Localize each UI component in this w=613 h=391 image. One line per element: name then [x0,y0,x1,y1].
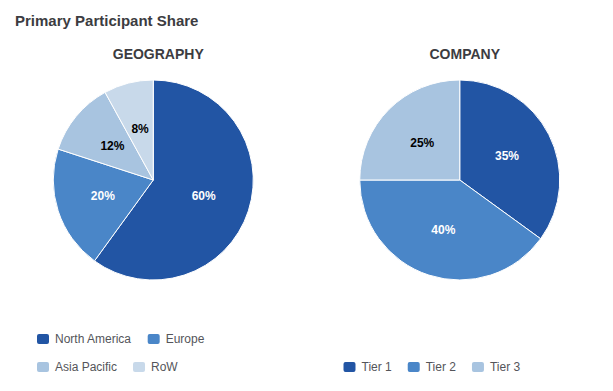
svg-text:35%: 35% [495,149,519,163]
svg-text:12%: 12% [100,139,124,153]
svg-text:GEOGRAPHY: GEOGRAPHY [113,46,205,62]
svg-text:RoW: RoW [151,360,178,374]
svg-text:North America: North America [55,332,131,346]
svg-text:Tier 1: Tier 1 [362,360,393,374]
svg-text:8%: 8% [131,122,149,136]
svg-text:Asia Pacific: Asia Pacific [55,360,117,374]
svg-text:Primary Participant Share: Primary Participant Share [15,12,198,29]
svg-text:Tier 2: Tier 2 [426,360,457,374]
svg-text:60%: 60% [192,189,216,203]
svg-text:Europe: Europe [166,332,205,346]
svg-text:25%: 25% [410,136,434,150]
svg-text:COMPANY: COMPANY [429,46,500,62]
svg-text:20%: 20% [91,189,115,203]
svg-text:40%: 40% [431,223,455,237]
svg-text:Tier 3: Tier 3 [490,360,521,374]
